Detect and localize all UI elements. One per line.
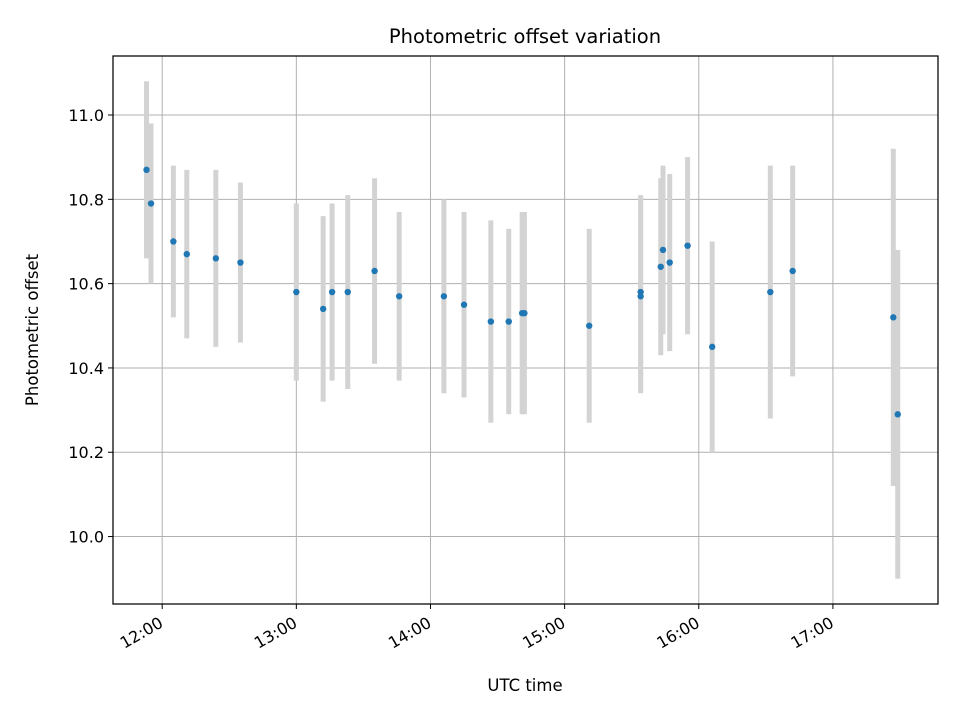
data-point: [505, 318, 512, 325]
data-point: [890, 314, 897, 321]
data-point: [767, 288, 774, 296]
data-point: [487, 318, 495, 325]
x-axis-label: UTC time: [487, 676, 562, 695]
data-point: [212, 255, 220, 262]
data-point: [684, 242, 691, 249]
data-point: [371, 267, 378, 275]
y-tick-label: 10.2: [68, 443, 104, 462]
y-tick-label: 10.6: [68, 275, 104, 294]
data-point: [894, 411, 901, 418]
data-point: [293, 288, 300, 296]
data-point: [319, 305, 327, 313]
y-axis: 10.0 10.2 10.4 10.6 10.8 11.0: [68, 106, 113, 547]
data-point: [708, 343, 716, 351]
data-point: [344, 288, 351, 296]
data-point: [521, 309, 528, 317]
data-point: [659, 246, 667, 254]
y-tick-label: 10.8: [68, 190, 104, 209]
y-tick-label: 10.0: [68, 528, 104, 547]
y-tick-label: 10.4: [68, 359, 104, 378]
data-point: [328, 288, 336, 296]
data-point: [586, 322, 593, 329]
data-points: [143, 166, 901, 418]
y-tick-label: 11.0: [68, 106, 104, 125]
data-point: [395, 293, 403, 300]
x-axis: 12:00 13:00 14:00 15:00 16:00 17:00: [117, 604, 837, 653]
data-point: [460, 301, 468, 308]
chart-title: Photometric offset variation: [389, 25, 661, 48]
data-point: [183, 250, 190, 258]
data-point: [666, 259, 673, 266]
data-point: [147, 200, 155, 207]
data-point: [789, 267, 796, 275]
data-point: [237, 259, 244, 266]
data-point: [657, 263, 664, 270]
data-point: [637, 293, 644, 300]
plot-frame: [112, 55, 939, 605]
data-point: [143, 166, 150, 174]
y-axis-label: Photometric offset: [23, 253, 42, 406]
data-point: [440, 293, 448, 300]
data-point: [170, 238, 177, 245]
